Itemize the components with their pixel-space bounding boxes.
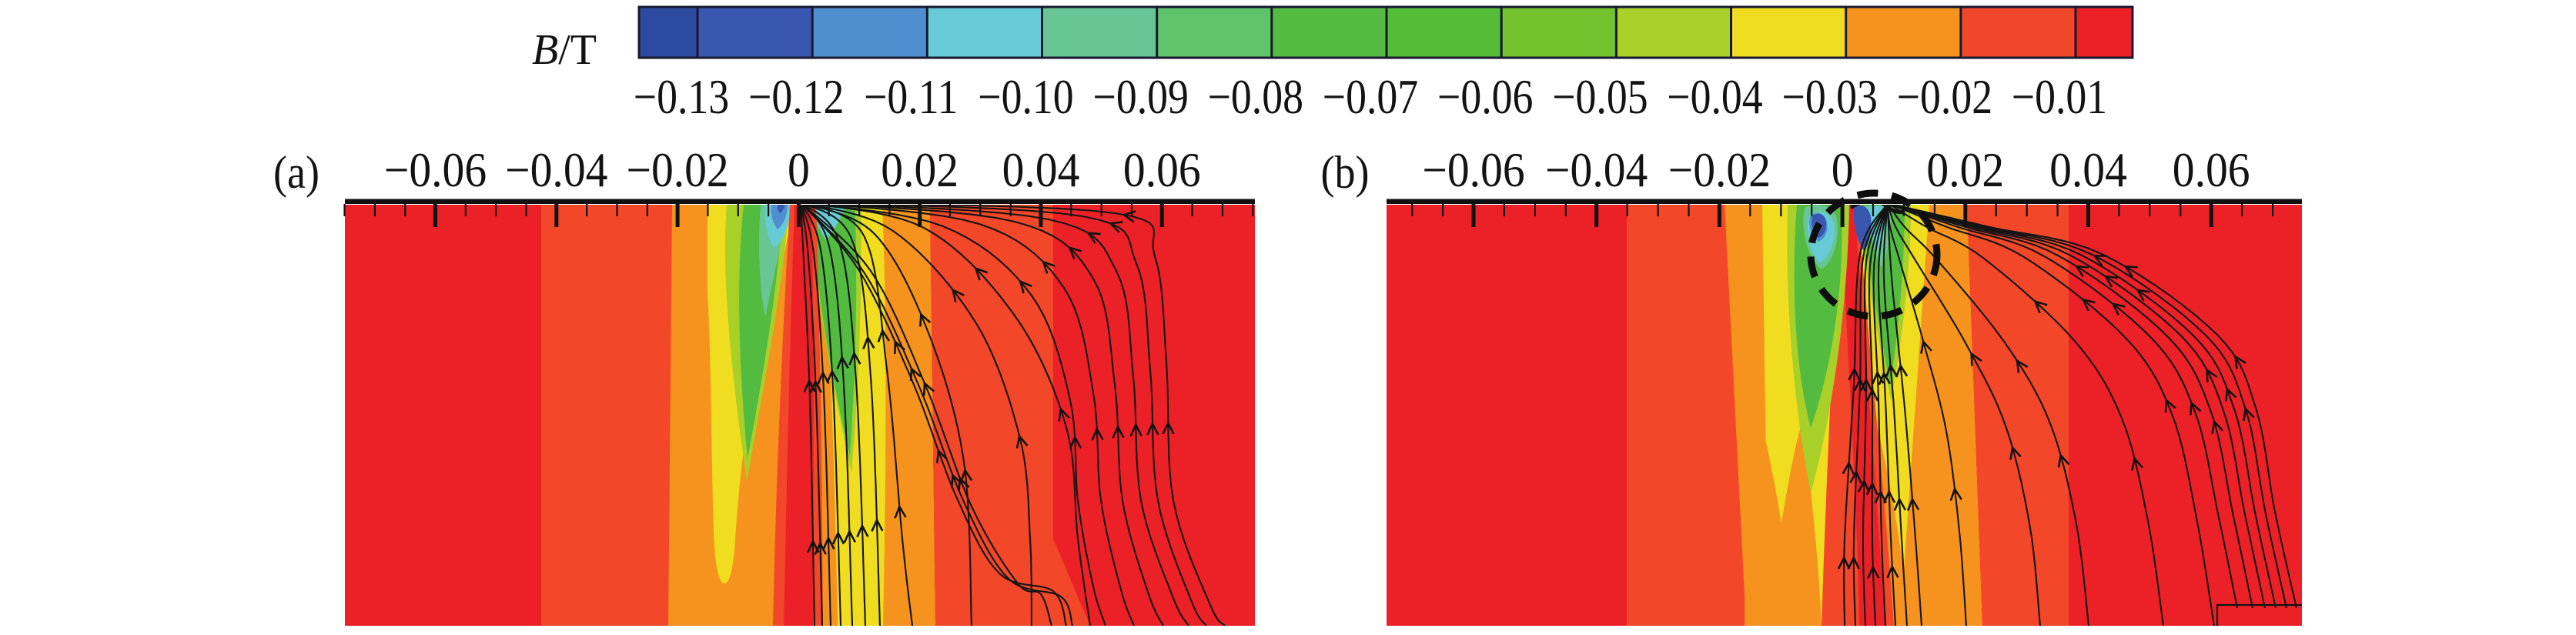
svg-text:−0.02: −0.02 <box>626 143 728 197</box>
svg-text:0.06: 0.06 <box>2173 143 2250 197</box>
svg-text:−0.02: −0.02 <box>1668 143 1771 197</box>
svg-text:−0.10: −0.10 <box>978 69 1073 124</box>
svg-text:−0.03: −0.03 <box>1782 69 1878 124</box>
svg-text:0.02: 0.02 <box>881 143 958 197</box>
svg-text:−0.06: −0.06 <box>384 143 487 197</box>
svg-text:0: 0 <box>1832 143 1854 197</box>
svg-text:−0.12: −0.12 <box>748 69 844 124</box>
svg-text:B/T: B/T <box>532 26 597 74</box>
svg-text:0: 0 <box>788 143 810 197</box>
svg-text:0.04: 0.04 <box>1002 143 1080 197</box>
svg-text:(a): (a) <box>273 147 319 198</box>
svg-text:−0.13: −0.13 <box>634 69 729 124</box>
svg-text:0.06: 0.06 <box>1123 143 1201 197</box>
svg-text:−0.11: −0.11 <box>864 69 958 124</box>
svg-text:−0.01: −0.01 <box>2012 69 2107 124</box>
svg-text:−0.05: −0.05 <box>1552 69 1648 124</box>
svg-text:−0.04: −0.04 <box>505 143 607 197</box>
svg-text:−0.07: −0.07 <box>1323 69 1418 124</box>
svg-text:−0.06: −0.06 <box>1422 143 1524 197</box>
svg-text:0.02: 0.02 <box>1926 143 2004 197</box>
svg-text:−0.08: −0.08 <box>1208 69 1303 124</box>
svg-text:(b): (b) <box>1321 147 1370 198</box>
svg-text:−0.09: −0.09 <box>1093 69 1189 124</box>
svg-text:−0.04: −0.04 <box>1667 69 1762 124</box>
svg-text:−0.02: −0.02 <box>1897 69 1992 124</box>
svg-text:−0.06: −0.06 <box>1437 69 1533 124</box>
svg-text:0.04: 0.04 <box>2049 143 2127 197</box>
svg-text:−0.04: −0.04 <box>1545 143 1648 197</box>
